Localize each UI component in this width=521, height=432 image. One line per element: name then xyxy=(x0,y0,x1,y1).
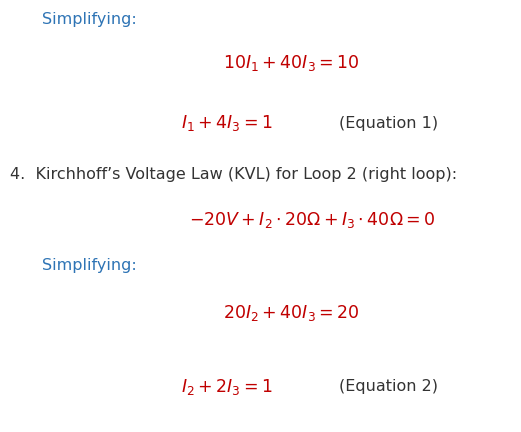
Text: Simplifying:: Simplifying: xyxy=(42,258,137,273)
Text: $I_2 + 2I_3 = 1$: $I_2 + 2I_3 = 1$ xyxy=(181,377,272,397)
Text: $-20V + I_2 \cdot 20\Omega + I_3 \cdot 40\Omega = 0$: $-20V + I_2 \cdot 20\Omega + I_3 \cdot 4… xyxy=(189,210,436,230)
Text: $I_1 + 4I_3 = 1$: $I_1 + 4I_3 = 1$ xyxy=(181,113,272,133)
Text: Simplifying:: Simplifying: xyxy=(42,12,137,27)
Text: 4.  Kirchhoff’s Voltage Law (KVL) for Loop 2 (right loop):: 4. Kirchhoff’s Voltage Law (KVL) for Loo… xyxy=(10,168,457,182)
Text: (Equation 2): (Equation 2) xyxy=(339,379,438,394)
Text: (Equation 1): (Equation 1) xyxy=(339,116,438,130)
Text: $20I_2 + 40I_3 = 20$: $20I_2 + 40I_3 = 20$ xyxy=(224,303,360,323)
Text: $10I_1 + 40I_3 = 10$: $10I_1 + 40I_3 = 10$ xyxy=(224,53,360,73)
